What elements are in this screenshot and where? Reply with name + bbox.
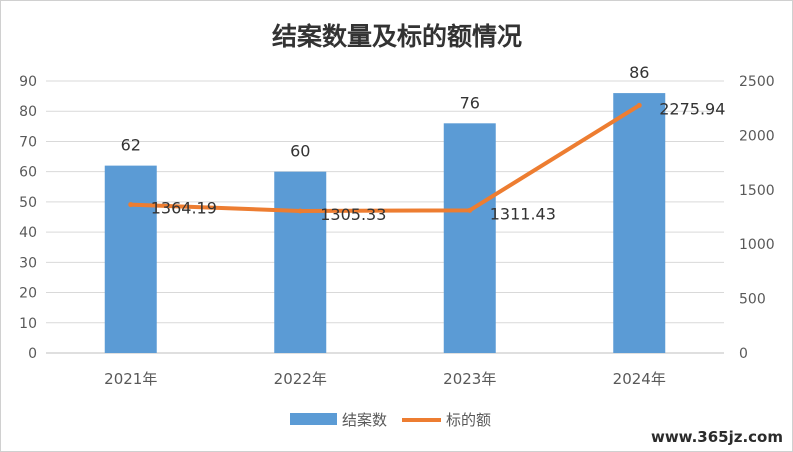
left-tick-label: 20 <box>19 286 37 302</box>
line-point <box>636 102 642 108</box>
gridlines <box>46 80 724 354</box>
line-value-label: 1305.33 <box>320 205 386 224</box>
right-tick-label: 0 <box>739 346 748 362</box>
line-path <box>128 103 642 213</box>
left-tick-label: 30 <box>19 255 37 271</box>
left-tick-label: 80 <box>19 104 37 120</box>
right-tick-label: 1500 <box>739 183 775 199</box>
line-point <box>297 208 303 214</box>
left-axis-ticks: 0 10 20 30 40 50 60 70 80 90 <box>19 74 37 362</box>
bar-series <box>104 93 666 353</box>
left-tick-label: 60 <box>19 165 37 181</box>
bar <box>443 123 496 353</box>
right-axis-ticks: 0 500 1000 1500 2000 2500 <box>739 74 775 362</box>
bar-value-label: 60 <box>290 142 310 161</box>
right-tick-label: 2000 <box>739 128 775 144</box>
bar-value-label: 62 <box>121 136 141 155</box>
bar <box>104 165 157 353</box>
left-tick-label: 70 <box>19 134 37 150</box>
chart-title: 结案数量及标的额情况 <box>272 22 522 51</box>
line-point <box>467 207 473 213</box>
x-axis-ticks: 2021年 2022年 2023年 2024年 <box>104 370 666 388</box>
watermark-text: www.365jz.com <box>651 428 783 446</box>
right-tick-label: 1000 <box>739 237 775 253</box>
legend-label: 标的额 <box>446 411 491 429</box>
bar-data-labels: 62 60 76 86 <box>121 63 650 161</box>
line-value-label: 1311.43 <box>490 204 556 223</box>
x-tick-label: 2021年 <box>104 370 157 388</box>
left-tick-label: 10 <box>19 316 37 332</box>
left-tick-label: 0 <box>28 346 37 362</box>
x-tick-label: 2024年 <box>613 370 666 388</box>
bar-value-label: 76 <box>460 93 480 112</box>
legend-label: 结案数 <box>342 411 387 429</box>
legend-swatch-bars <box>290 413 337 425</box>
bar-value-label: 86 <box>629 63 649 82</box>
left-tick-label: 40 <box>19 225 37 241</box>
right-tick-label: 2500 <box>739 74 775 90</box>
left-tick-label: 50 <box>19 195 37 211</box>
legend: 结案数 标的额 <box>290 411 491 429</box>
left-tick-label: 90 <box>19 74 37 90</box>
line-value-label: 2275.94 <box>659 99 725 118</box>
line-series <box>128 102 642 214</box>
line-data-labels: 1364.19 1305.33 1311.43 2275.94 <box>151 99 726 224</box>
right-tick-label: 500 <box>739 292 766 308</box>
x-tick-label: 2023年 <box>443 370 496 388</box>
x-tick-label: 2022年 <box>274 370 327 388</box>
line-value-label: 1364.19 <box>151 199 217 218</box>
bar <box>274 171 327 353</box>
bar <box>613 93 666 353</box>
line-point <box>128 202 134 208</box>
